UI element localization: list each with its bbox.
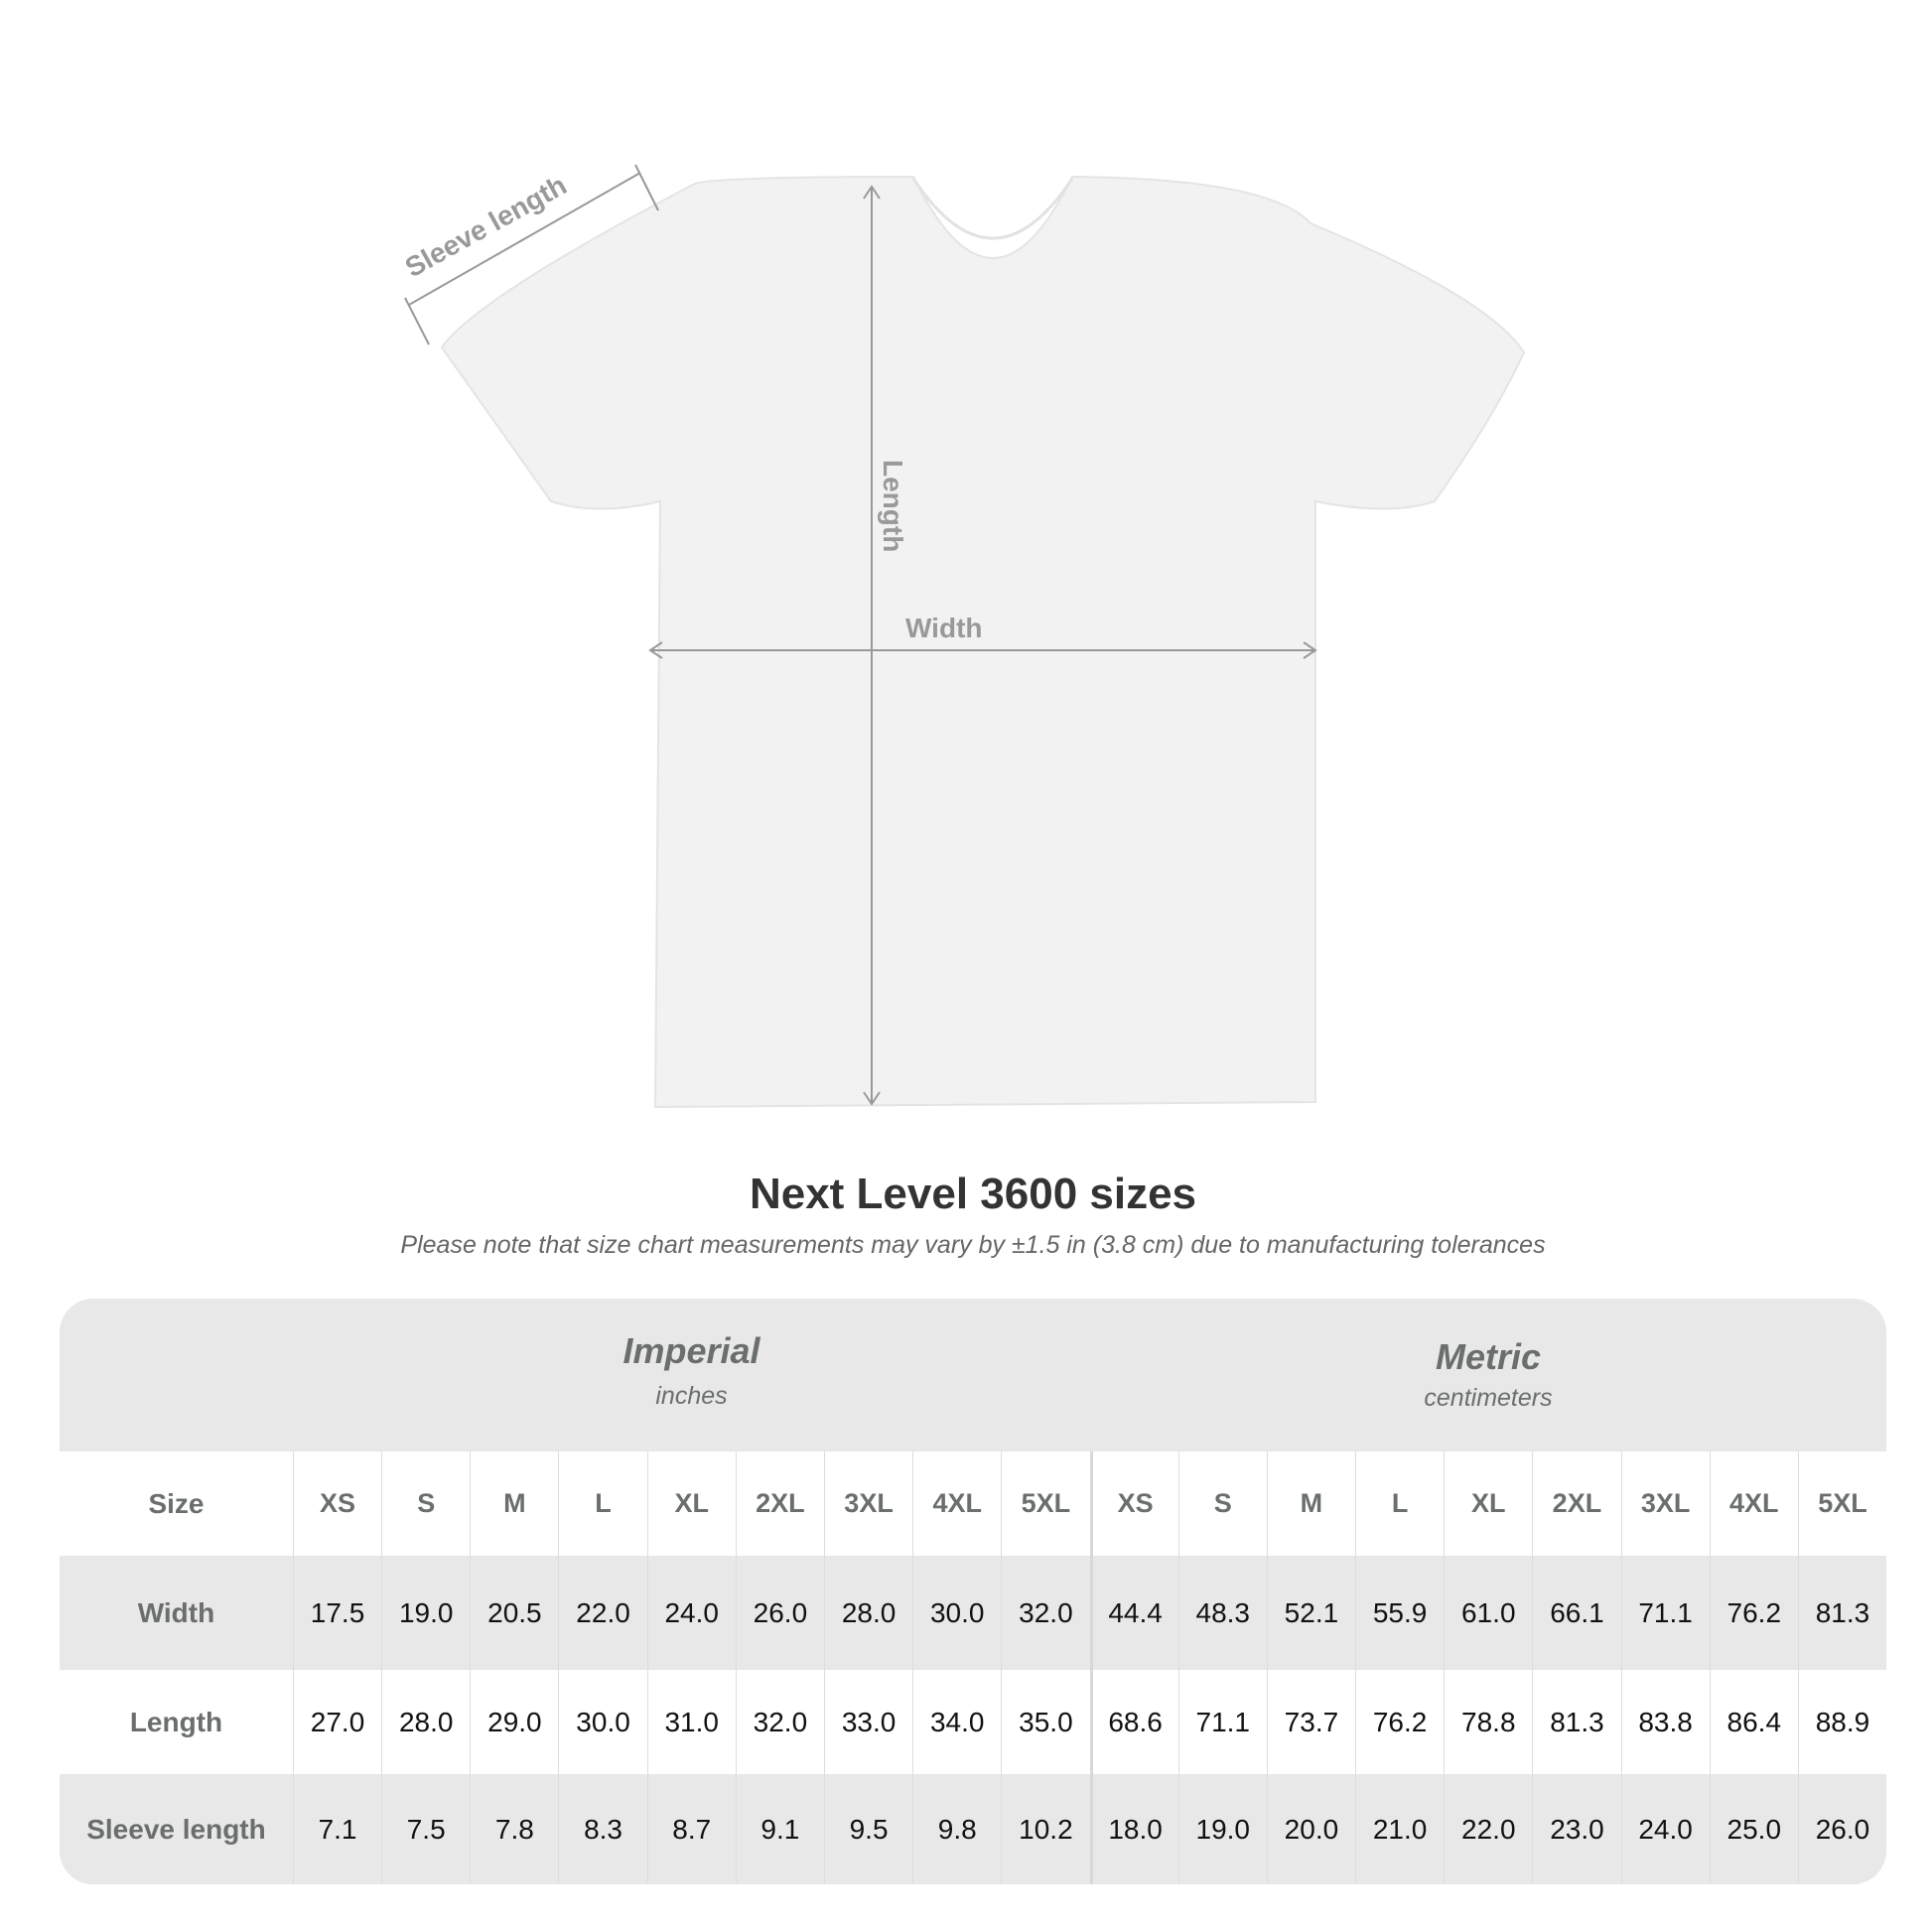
table-cell: 9.8 [912,1774,1001,1884]
row-label: Sleeve length [86,1813,266,1845]
size-header: 3XL [823,1451,912,1556]
table-cell: 30.0 [912,1556,1001,1670]
size-header: 5XL [1001,1451,1089,1556]
table-cell: 32.0 [1001,1556,1089,1670]
metric-header: Metric centimeters [1090,1299,1886,1451]
imperial-unit: inches [655,1382,728,1410]
table-cell: 29.0 [470,1670,558,1774]
row-label: Width [137,1596,215,1628]
table-cell: 61.0 [1444,1556,1532,1670]
table-cell: 7.5 [381,1774,470,1884]
table-cell: 86.4 [1709,1670,1798,1774]
table-cell: 7.1 [292,1774,381,1884]
table-cell: 48.3 [1177,1556,1267,1670]
table-cell: 20.0 [1266,1774,1355,1884]
table-cell: 35.0 [1001,1670,1089,1774]
size-header: XS [1089,1451,1178,1556]
table-cell: 27.0 [292,1670,381,1774]
size-header: XL [1444,1451,1532,1556]
table-cell: 34.0 [912,1670,1001,1774]
table-cell: 73.7 [1266,1670,1355,1774]
table-cell: 26.0 [735,1556,824,1670]
size-header: XL [646,1451,736,1556]
table-cell: 19.0 [381,1556,470,1670]
tolerance-note: Please note that size chart measurements… [400,1231,1546,1259]
table-cell: 52.1 [1266,1556,1355,1670]
table-cell: 9.1 [735,1774,824,1884]
table-cell: 33.0 [823,1670,912,1774]
table-cell: 22.0 [558,1556,646,1670]
table-cell: 19.0 [1177,1774,1267,1884]
table-cell: 22.0 [1444,1774,1532,1884]
table-cell: 68.6 [1089,1670,1178,1774]
size-header: 2XL [735,1451,824,1556]
table-cell: 76.2 [1709,1556,1798,1670]
table-row: Length 27.0 28.0 29.0 30.0 31.0 32.0 33.0 34.0 35… [60,1670,1886,1774]
imperial-title: Imperial [622,1330,760,1371]
size-header: 5XL [1797,1451,1886,1556]
size-header: M [470,1451,558,1556]
table-cell: 55.9 [1355,1556,1444,1670]
table-cell: 17.5 [292,1556,381,1670]
size-header: 2XL [1532,1451,1620,1556]
tshirt-shape [440,175,1526,1109]
size-header: S [381,1451,470,1556]
table-cell: 76.2 [1355,1670,1444,1774]
table-cell: 20.5 [470,1556,558,1670]
metric-title: Metric [1435,1336,1542,1377]
page-title: Next Level 3600 sizes [749,1170,1197,1218]
row-label: Size [148,1487,205,1519]
table-cell: 44.4 [1089,1556,1178,1670]
table-cell: 71.1 [1620,1556,1710,1670]
size-header: XS [292,1451,381,1556]
table-cell: 66.1 [1532,1556,1620,1670]
table-cell: 83.8 [1620,1670,1710,1774]
row-label: Length [129,1706,223,1737]
metric-unit: centimeters [1424,1384,1553,1412]
table-cell: 8.3 [558,1774,646,1884]
table-cell: 32.0 [735,1670,824,1774]
imperial-header: Imperial inches [293,1299,1090,1451]
table-cell: 8.7 [646,1774,736,1884]
table-row: Sleeve length 7.1 7.5 7.8 8.3 8.7 9.1 9.5 9.8 10.… [60,1774,1886,1884]
table-row: Width 17.5 19.0 20.5 22.0 24.0 26.0 28.0 30.0 32.… [60,1556,1886,1670]
size-header: L [558,1451,646,1556]
table-cell: 88.9 [1797,1670,1886,1774]
size-header: S [1177,1451,1267,1556]
size-header: 4XL [912,1451,1001,1556]
table-cell: 9.5 [823,1774,912,1884]
size-table: Imperial inches Metric centimeters Size X… [60,1299,1886,1884]
width-label: Width [905,613,983,643]
table-cell: 31.0 [646,1670,736,1774]
table-cell: 24.0 [646,1556,736,1670]
table-cell: 7.8 [470,1774,558,1884]
table-cell: 18.0 [1089,1774,1178,1884]
measure-lines [404,164,1317,1106]
table-cell: 78.8 [1444,1670,1532,1774]
table-cell: 21.0 [1355,1774,1444,1884]
length-label: Length [878,460,908,552]
size-header: L [1355,1451,1444,1556]
table-cell: 28.0 [823,1556,912,1670]
table-cell: 28.0 [381,1670,470,1774]
table-cell: 26.0 [1797,1774,1886,1884]
tshirt-diagram: Sleeve length Length Width [400,164,1526,1109]
table-cell: 71.1 [1177,1670,1267,1774]
size-header: 3XL [1620,1451,1710,1556]
table-cell: 10.2 [1001,1774,1089,1884]
size-header: 4XL [1709,1451,1798,1556]
table-cell: 23.0 [1532,1774,1620,1884]
table-cell: 81.3 [1532,1670,1620,1774]
size-header-row: Size XS S M L XL 2XL 3XL 4XL 5XL XS S M L XL 2XL 3XL 4XL 5… [60,1451,1886,1556]
table-cell: 24.0 [1620,1774,1710,1884]
size-header: M [1266,1451,1355,1556]
table-cell: 25.0 [1709,1774,1798,1884]
table-cell: 30.0 [558,1670,646,1774]
table-cell: 81.3 [1797,1556,1886,1670]
